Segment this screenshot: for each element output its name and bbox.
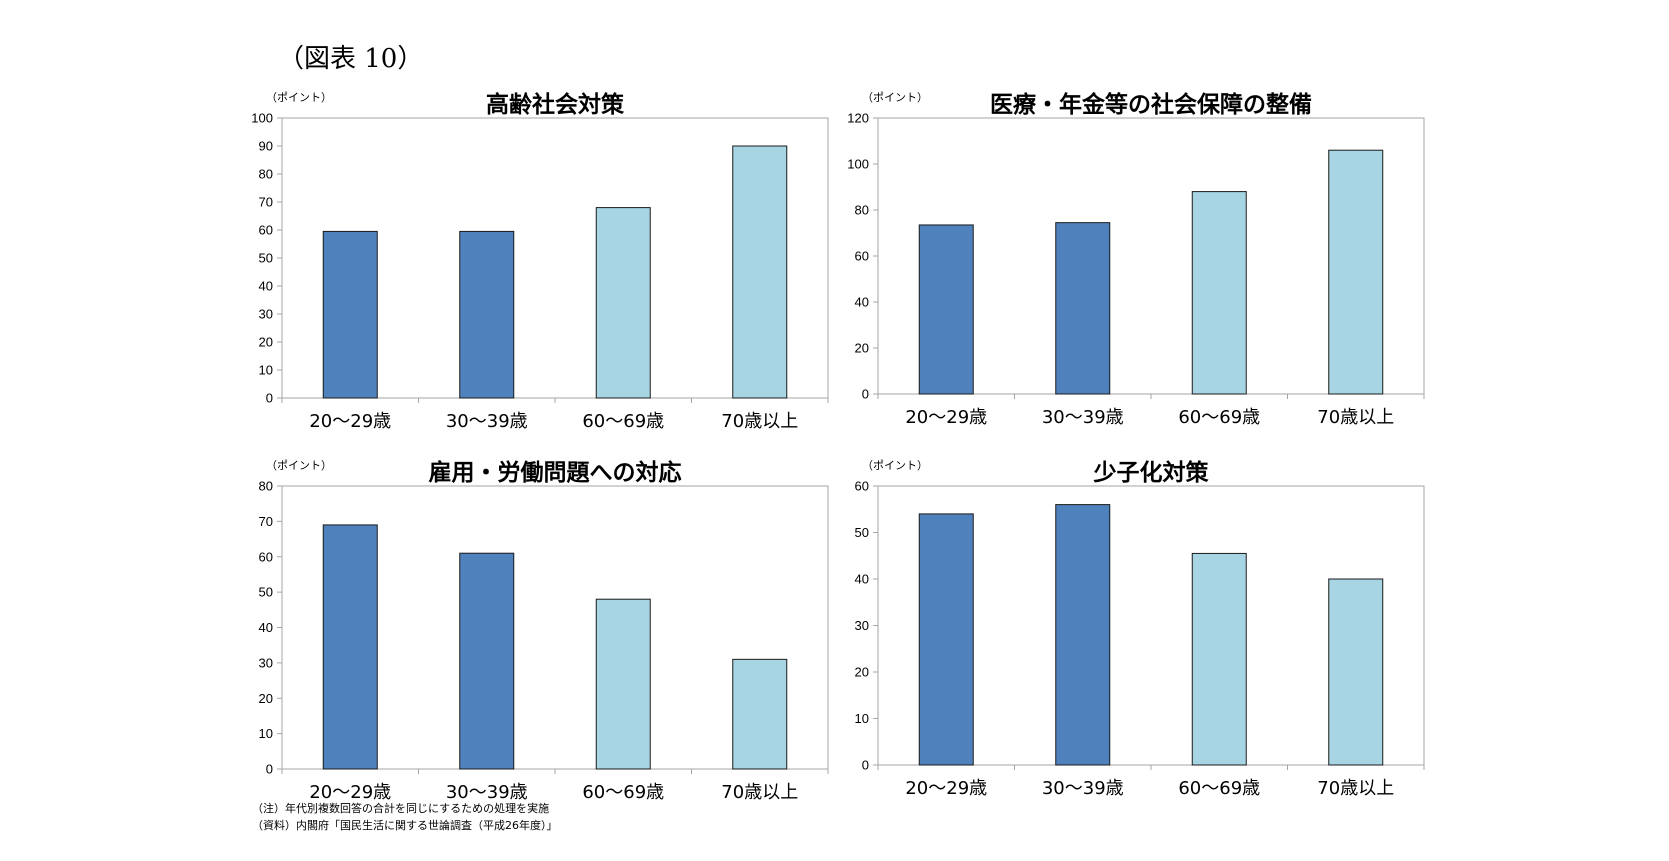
chart-3-y-tick-label: 80 bbox=[259, 479, 273, 494]
chart-3-bar-4 bbox=[732, 658, 788, 770]
chart-3-bar-3 bbox=[595, 598, 651, 770]
chart-4-x-tick-label: 20〜29歳 bbox=[905, 778, 987, 799]
chart-3-y-tick-label: 50 bbox=[259, 585, 273, 600]
chart-1-x-tick-label: 30〜39歳 bbox=[446, 411, 528, 432]
chart-1-y-tick-label: 10 bbox=[259, 363, 273, 378]
chart-2-y-tick-label: 0 bbox=[862, 387, 869, 402]
chart-2-title: 医療・年金等の社会保障の整備 bbox=[990, 91, 1312, 118]
chart-4-y-tick-label: 20 bbox=[855, 665, 869, 680]
chart-1-x-tick-label: 60〜69歳 bbox=[582, 411, 664, 432]
chart-4-y-tick-label: 0 bbox=[862, 758, 869, 773]
chart-4-x-tick-label: 60〜69歳 bbox=[1178, 778, 1260, 799]
chart-3-y-tick-label: 0 bbox=[266, 762, 273, 777]
chart-1-y-tick-label: 20 bbox=[259, 335, 273, 350]
chart-1-y-tick-label: 90 bbox=[259, 139, 273, 154]
chart-1-y-tick-label: 0 bbox=[266, 391, 273, 406]
chart-4-y-tick-label: 40 bbox=[855, 572, 869, 587]
chart-1-y-tick-label: 80 bbox=[259, 167, 273, 182]
chart-1-y-tick-label: 40 bbox=[259, 279, 273, 294]
chart-3-y-tick-label: 70 bbox=[259, 514, 273, 529]
chart-1-bar-4 bbox=[732, 145, 788, 399]
chart-2-y-tick-label: 20 bbox=[855, 341, 869, 356]
source-note: （資料）内閣府「国民生活に関する世論調査（平成26年度）」 bbox=[252, 819, 558, 832]
chart-1-unit-label: （ポイント） bbox=[266, 91, 332, 104]
chart-2-x-tick-label: 30〜39歳 bbox=[1042, 407, 1124, 428]
chart-3-unit-label: （ポイント） bbox=[266, 459, 332, 472]
chart-2-y-tick-label: 80 bbox=[855, 203, 869, 218]
chart-1-x-tick-label: 20〜29歳 bbox=[309, 411, 391, 432]
chart-2-bar-3 bbox=[1191, 191, 1247, 395]
chart-3-x-tick-label: 20〜29歳 bbox=[309, 782, 391, 803]
chart-3-x-tick-label: 30〜39歳 bbox=[446, 782, 528, 803]
chart-3-title: 雇用・労働問題への対応 bbox=[429, 459, 682, 486]
chart-4-unit-label: （ポイント） bbox=[862, 459, 928, 472]
chart-1-bar-2 bbox=[459, 230, 515, 399]
chart-2-bar-2 bbox=[1055, 222, 1111, 395]
chart-4-title: 少子化対策 bbox=[1093, 459, 1210, 486]
chart-2-x-tick-label: 60〜69歳 bbox=[1178, 407, 1260, 428]
chart-2-y-tick-label: 100 bbox=[847, 157, 869, 172]
chart-2-bar-1 bbox=[918, 224, 974, 395]
chart-4-y-tick-label: 50 bbox=[855, 525, 869, 540]
chart-4-bar-4 bbox=[1328, 578, 1384, 766]
chart-4-x-tick-label: 30〜39歳 bbox=[1042, 778, 1124, 799]
chart-2-unit-label: （ポイント） bbox=[862, 91, 928, 104]
chart-3-bar-1 bbox=[322, 524, 378, 770]
chart-1-title: 高齢社会対策 bbox=[486, 91, 625, 118]
chart-3-y-tick-label: 30 bbox=[259, 655, 273, 670]
chart-4-y-tick-label: 60 bbox=[855, 479, 869, 494]
chart-1-y-tick-label: 30 bbox=[259, 307, 273, 322]
chart-4-bar-1 bbox=[918, 513, 974, 766]
chart-1-bar-3 bbox=[595, 207, 651, 399]
chart-2-x-tick-label: 70歳以上 bbox=[1317, 407, 1394, 428]
chart-4-y-tick-label: 30 bbox=[855, 618, 869, 633]
chart-2-y-tick-label: 120 bbox=[847, 111, 869, 126]
chart-3-bar-2 bbox=[459, 552, 515, 770]
chart-4-y-tick-label: 10 bbox=[855, 711, 869, 726]
chart-3-x-tick-label: 60〜69歳 bbox=[582, 782, 664, 803]
footnote: （注）年代別複数回答の合計を同じにするための処理を実施 bbox=[252, 802, 550, 815]
chart-1-y-tick-label: 60 bbox=[259, 223, 273, 238]
chart-3-y-tick-label: 40 bbox=[259, 620, 273, 635]
chart-3-y-tick-label: 20 bbox=[259, 691, 273, 706]
chart-1-x-tick-label: 70歳以上 bbox=[721, 411, 798, 432]
chart-4-bar-2 bbox=[1055, 504, 1111, 766]
chart-4-bar-3 bbox=[1191, 552, 1247, 766]
chart-3-x-tick-label: 70歳以上 bbox=[721, 782, 798, 803]
chart-1-y-tick-label: 50 bbox=[259, 251, 273, 266]
chart-4-x-tick-label: 70歳以上 bbox=[1317, 778, 1394, 799]
chart-3-y-tick-label: 60 bbox=[259, 549, 273, 564]
chart-2-y-tick-label: 40 bbox=[855, 295, 869, 310]
chart-1-bar-1 bbox=[322, 230, 378, 399]
chart-2-bar-4 bbox=[1328, 149, 1384, 395]
chart-2-x-tick-label: 20〜29歳 bbox=[905, 407, 987, 428]
chart-3-y-tick-label: 10 bbox=[259, 726, 273, 741]
chart-2-y-tick-label: 60 bbox=[855, 249, 869, 264]
figure-label: （図表 10） bbox=[278, 44, 424, 74]
chart-1-y-tick-label: 70 bbox=[259, 195, 273, 210]
chart-1-y-tick-label: 100 bbox=[251, 111, 273, 126]
